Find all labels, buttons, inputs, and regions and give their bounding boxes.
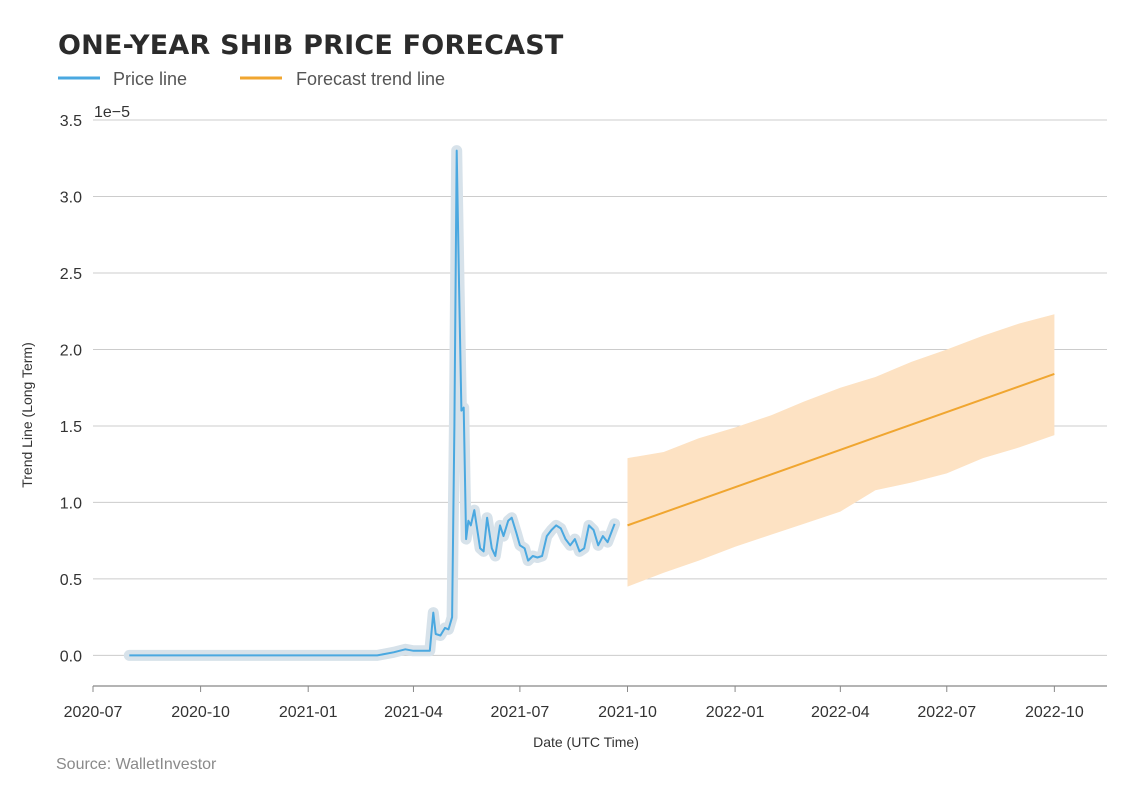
- y-tick-label-6: 3.0: [60, 189, 82, 206]
- x-tick-labels: 2020-07 2020-10 2021-01 2021-04 2021-07 2021-…: [64, 704, 1084, 721]
- x-tick-label-7: 2022-04: [811, 704, 870, 721]
- x-tick-label-8: 2022-07: [917, 704, 976, 721]
- y-axis-label: Trend Line (Long Term): [19, 342, 35, 488]
- x-tick-label-5: 2021-10: [598, 704, 657, 721]
- x-tick-label-9: 2022-10: [1025, 704, 1084, 721]
- x-tick-label-0: 2020-07: [64, 704, 123, 721]
- y-tick-label-4: 2.0: [60, 342, 82, 359]
- x-tick-label-4: 2021-07: [491, 704, 550, 721]
- x-tick-label-1: 2020-10: [171, 704, 230, 721]
- y-tick-label-5: 2.5: [60, 266, 82, 283]
- series-group: [123, 145, 1055, 661]
- y-tick-label-3: 1.5: [60, 419, 82, 436]
- legend-label-forecast: Forecast trend line: [296, 69, 445, 89]
- price-line-halo: [123, 145, 621, 661]
- y-tick-labels: 0.0 0.5 1.0 1.5 2.0 2.5 3.0 3.5: [60, 113, 82, 665]
- legend: Price line Forecast trend line: [58, 69, 445, 89]
- y-tick-label-0: 0.0: [60, 648, 82, 665]
- y-scale-label: 1e−5: [94, 104, 130, 121]
- x-tick-label-3: 2021-04: [384, 704, 443, 721]
- axes: [92, 685, 1107, 692]
- y-tick-label-1: 0.5: [60, 572, 82, 589]
- x-axis-label: Date (UTC Time): [533, 734, 639, 750]
- x-tick-label-6: 2022-01: [706, 704, 765, 721]
- forecast-trend-line: [627, 372, 1055, 527]
- y-tick-label-2: 1.0: [60, 495, 82, 512]
- source-note: Source: WalletInvestor: [56, 756, 217, 773]
- price-line: [129, 149, 616, 657]
- y-tick-label-7: 3.5: [60, 113, 82, 130]
- chart-title: ONE-YEAR SHIB PRICE FORECAST: [58, 30, 564, 61]
- x-tick-label-2: 2021-01: [279, 704, 338, 721]
- legend-label-price: Price line: [113, 69, 187, 89]
